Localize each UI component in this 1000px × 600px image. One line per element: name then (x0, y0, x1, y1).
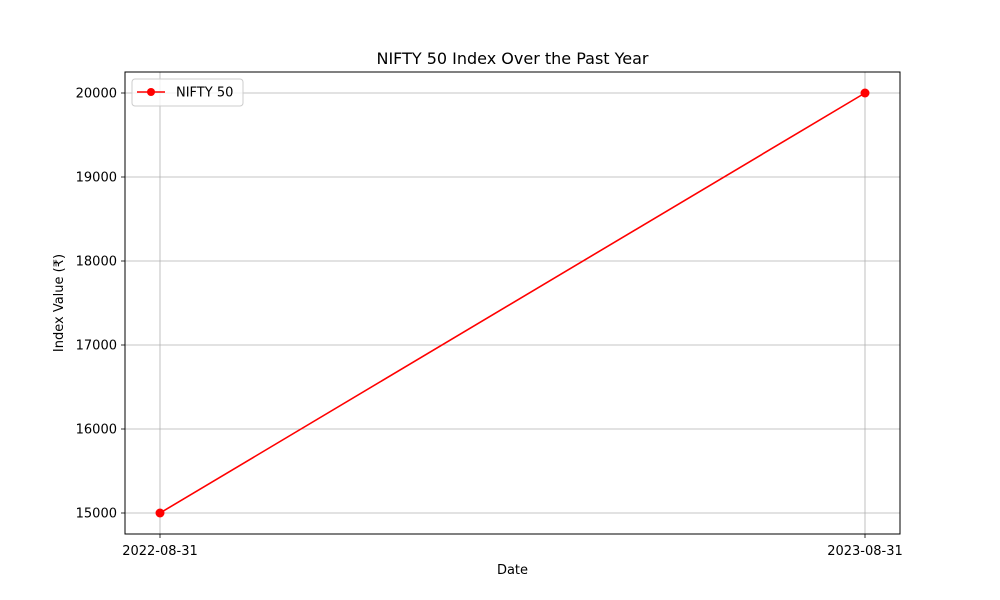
data-point (155, 508, 165, 518)
x-axis-label: Date (497, 563, 528, 578)
legend: NIFTY 50 (131, 78, 244, 107)
plot-area-frame (124, 71, 901, 535)
y-tick-label: 19000 (76, 171, 117, 186)
y-tick-label: 18000 (76, 255, 117, 270)
y-tick-label: 20000 (76, 87, 117, 102)
y-tick-label: 17000 (76, 339, 117, 354)
y-tick-label: 16000 (76, 423, 117, 438)
axis-ticks: 15000 16000 17000 18000 19000 20000 2022-08-31… (76, 87, 903, 560)
grid-lines (125, 72, 900, 534)
legend-box (131, 78, 244, 107)
data-point (860, 88, 870, 98)
series-line (159, 92, 866, 514)
legend-entry-nifty-50: NIFTY 50 (176, 86, 233, 101)
chart-title: NIFTY 50 Index Over the Past Year (376, 49, 648, 68)
series-layer (155, 88, 870, 518)
x-tick-label: 2023-08-31 (827, 544, 903, 559)
x-tick-label: 2022-08-31 (122, 544, 198, 559)
legend-marker-swatch (147, 88, 155, 96)
y-tick-label: 15000 (76, 507, 117, 522)
y-axis-label: Index Value (₹) (52, 254, 67, 352)
